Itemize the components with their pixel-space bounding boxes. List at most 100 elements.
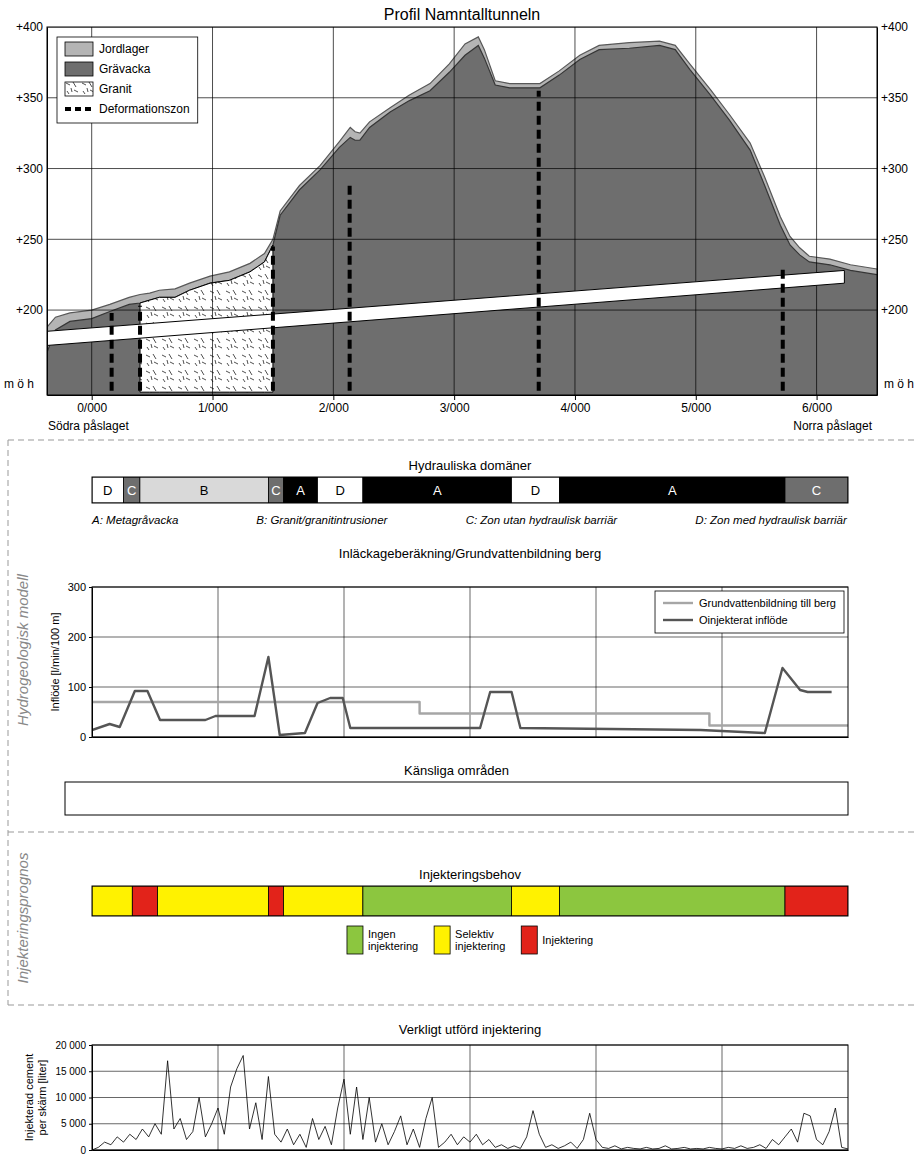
annotation: m ö h <box>884 377 914 391</box>
axis: 0/000 1/000 2/000 3/000 4/000 5/000 6/000 <box>48 395 878 415</box>
legend-label-line: Injektering <box>542 934 593 946</box>
grid-line <box>47 239 877 240</box>
axis-line <box>92 1046 93 1151</box>
tick-label: 200 <box>68 631 86 643</box>
grid-line <box>344 1045 345 1150</box>
separator <box>8 440 9 1005</box>
tick: 3/000 <box>440 395 470 415</box>
tick-label: +200 <box>16 303 43 317</box>
tick-mark <box>696 395 697 400</box>
grid-line <box>212 27 213 395</box>
zone-line <box>110 313 114 391</box>
legend-box <box>57 37 198 123</box>
tick-label: 6/000 <box>802 401 832 415</box>
legend-label: Jordlager <box>99 42 149 56</box>
legend-label-line: Ingen <box>368 928 396 940</box>
tick-label: +250 <box>16 233 43 247</box>
tick: +200 <box>16 303 47 317</box>
tick-label: +400 <box>16 20 43 34</box>
legend-swatch <box>347 926 363 954</box>
tick-mark <box>89 1150 92 1151</box>
plot-frame <box>92 587 848 737</box>
grid-line <box>218 1045 219 1150</box>
tick: +350 <box>877 91 908 105</box>
tick-label: +300 <box>16 162 43 176</box>
segment <box>124 477 140 503</box>
axis: +200 +250 +300 +350 +400 <box>16 20 48 395</box>
legend-label: Selektivinjektering <box>455 928 505 952</box>
tick-label: 15 000 <box>55 1066 86 1077</box>
tick: +300 <box>16 162 47 176</box>
tick-label: 0/000 <box>77 401 107 415</box>
tick-label: 0 <box>80 731 86 743</box>
tick: 20 000 <box>55 1040 92 1051</box>
axis-line <box>92 588 93 738</box>
tick: +400 <box>877 20 908 34</box>
legend: JordlagerGrävackaGranitDeformationszon <box>57 37 198 123</box>
tick-label: 300 <box>68 581 86 593</box>
tick: 0 <box>80 731 92 743</box>
grid <box>47 27 877 395</box>
tick-label: 10 000 <box>55 1092 86 1103</box>
tick-mark <box>89 687 92 688</box>
annotation: Södra påslaget <box>48 419 129 433</box>
band-chart: Känsliga områden <box>65 763 848 815</box>
segment <box>318 477 363 503</box>
chart-title: Inläckageberäkning/Grundvattenbildning b… <box>339 546 601 561</box>
segment <box>284 886 363 916</box>
grid-line <box>574 27 575 395</box>
axis-line <box>93 737 849 738</box>
segment <box>158 886 269 916</box>
chart-title: Hydrauliska domäner <box>409 458 533 473</box>
tick: +350 <box>16 91 47 105</box>
grid <box>92 587 848 737</box>
legend-label: Deformationszon <box>99 102 190 116</box>
legend-label: Ingeninjektering <box>368 928 418 952</box>
segment <box>559 886 785 916</box>
tick-label: 4/000 <box>560 401 590 415</box>
tick-mark <box>89 1045 92 1046</box>
zone-line <box>138 306 142 391</box>
plot-frame <box>92 1045 848 1150</box>
tick: +250 <box>16 233 47 247</box>
annotation: D: Zon med hydraulisk barriär <box>695 514 848 526</box>
tick-mark <box>817 395 818 400</box>
legend-label: Grundvattenbildning till berg <box>699 597 836 609</box>
segment <box>92 886 132 916</box>
tick-label: 2/000 <box>319 401 349 415</box>
tick-mark <box>89 587 92 588</box>
segment-label: D <box>531 483 540 498</box>
axis: 0100200300 <box>68 581 93 743</box>
segment-label: C <box>812 483 821 498</box>
tick-mark <box>89 1098 92 1099</box>
grid-line <box>596 1045 597 1150</box>
annotation: Norra påslaget <box>793 419 872 433</box>
plot-area <box>92 477 848 503</box>
tick-mark <box>89 637 92 638</box>
axis <box>93 737 849 739</box>
separator <box>8 440 914 441</box>
tick-mark <box>92 395 93 400</box>
panel-label: Injekteringsprognos <box>14 852 31 983</box>
tick: +200 <box>877 303 908 317</box>
segment-label: D <box>336 483 345 498</box>
tick-label: 20 000 <box>55 1040 86 1051</box>
tick-label: 5/000 <box>681 401 711 415</box>
annotation: B: Granit/granitintrusioner <box>256 514 388 526</box>
axis-title: Inflöde [l/min/100 m] <box>49 612 61 711</box>
legend-swatch <box>65 42 93 56</box>
tick-label: +300 <box>881 162 908 176</box>
chart-title: Profil Namntalltunneln <box>384 6 541 23</box>
band-chart: Hydrauliska domänerDCBCADADACA: Metagråv… <box>91 458 848 526</box>
tick-mark <box>89 737 92 738</box>
annotation: m ö h <box>4 377 34 391</box>
annotation: C: Zon utan hydraulisk barriär <box>466 514 619 526</box>
figure: Hydrogeologisk modellInjekteringsprognos… <box>0 0 918 1171</box>
tick: 1/000 <box>198 395 228 415</box>
axis-line <box>877 28 878 396</box>
legend-swatch <box>65 82 93 96</box>
legend-swatch <box>434 926 450 954</box>
line <box>92 657 832 735</box>
legend-label-line: Selektiv <box>455 928 494 940</box>
band-frame <box>65 782 848 815</box>
